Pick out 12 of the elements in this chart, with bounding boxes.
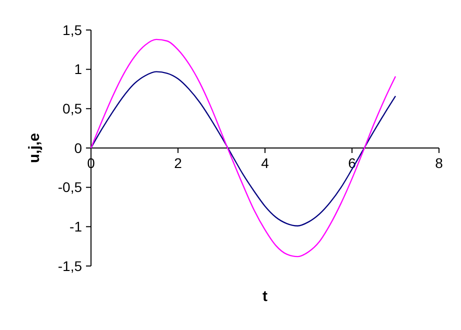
y-tick-label: 1,5	[62, 22, 82, 38]
x-tick-label: 2	[174, 155, 182, 171]
x-tick-label: 4	[261, 155, 270, 171]
y-tick-label: -1	[70, 218, 82, 235]
x-axis-title: t	[262, 288, 268, 305]
y-tick-label: 1	[74, 61, 82, 78]
y-tick-label: -0,5	[58, 179, 82, 196]
y-tick-label: 0,5	[62, 100, 82, 117]
y-tick-label: 0	[74, 140, 82, 156]
y-axis-title: u,j,e	[26, 132, 43, 164]
x-tick-label: 8	[435, 155, 444, 171]
y-tick-label: -1,5	[58, 258, 82, 274]
